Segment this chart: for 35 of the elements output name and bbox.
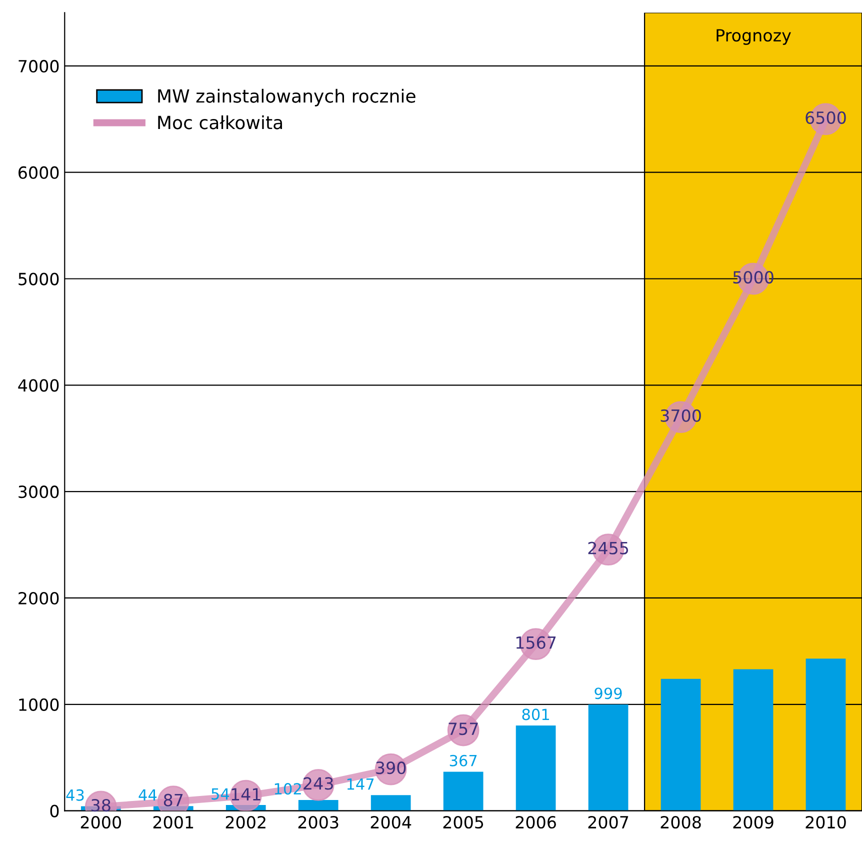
data-label: 102: [274, 783, 301, 795]
data-label: 757: [448, 722, 478, 736]
x-tick-label: 2009: [733, 816, 774, 829]
x-tick-label: 2003: [298, 816, 338, 829]
x-tick-label: 2002: [226, 816, 266, 829]
y-tick-label: 5000: [18, 272, 59, 286]
data-label: 801: [522, 708, 549, 720]
y-tick-label: 7000: [18, 60, 59, 73]
data-label: 87: [164, 794, 183, 806]
legend-label: MW zainstalowanych rocznie: [158, 88, 416, 106]
x-tick-label: 2006: [516, 816, 556, 829]
data-label: 999: [594, 688, 622, 700]
data-label: 367: [450, 754, 477, 766]
x-tick-label: 2005: [443, 816, 484, 829]
y-tick-label: 6000: [18, 166, 59, 179]
data-label: 147: [347, 778, 374, 790]
x-tick-label: 2008: [660, 816, 701, 829]
data-label: 44: [138, 789, 157, 801]
y-tick-label: 4000: [18, 379, 59, 392]
x-tick-label: 2010: [806, 816, 846, 829]
data-label: 43: [66, 789, 84, 801]
x-tick-label: 2004: [370, 816, 412, 829]
x-tick-label: 2000: [80, 816, 121, 829]
data-label: 141: [232, 788, 260, 800]
x-tick-label: 2007: [588, 816, 628, 829]
data-label: 54: [212, 788, 230, 800]
y-tick-label: 0: [50, 804, 59, 818]
data-label: 243: [304, 777, 333, 790]
y-tick-label: 3000: [18, 486, 59, 498]
band-label: Prognozy: [716, 29, 791, 45]
y-tick-label: 1000: [19, 698, 59, 711]
data-label: 390: [376, 762, 406, 774]
x-tick-label: 2001: [153, 816, 194, 829]
y-tick-label: 2000: [18, 592, 59, 605]
legend-label: Moc całkowita: [158, 115, 282, 130]
